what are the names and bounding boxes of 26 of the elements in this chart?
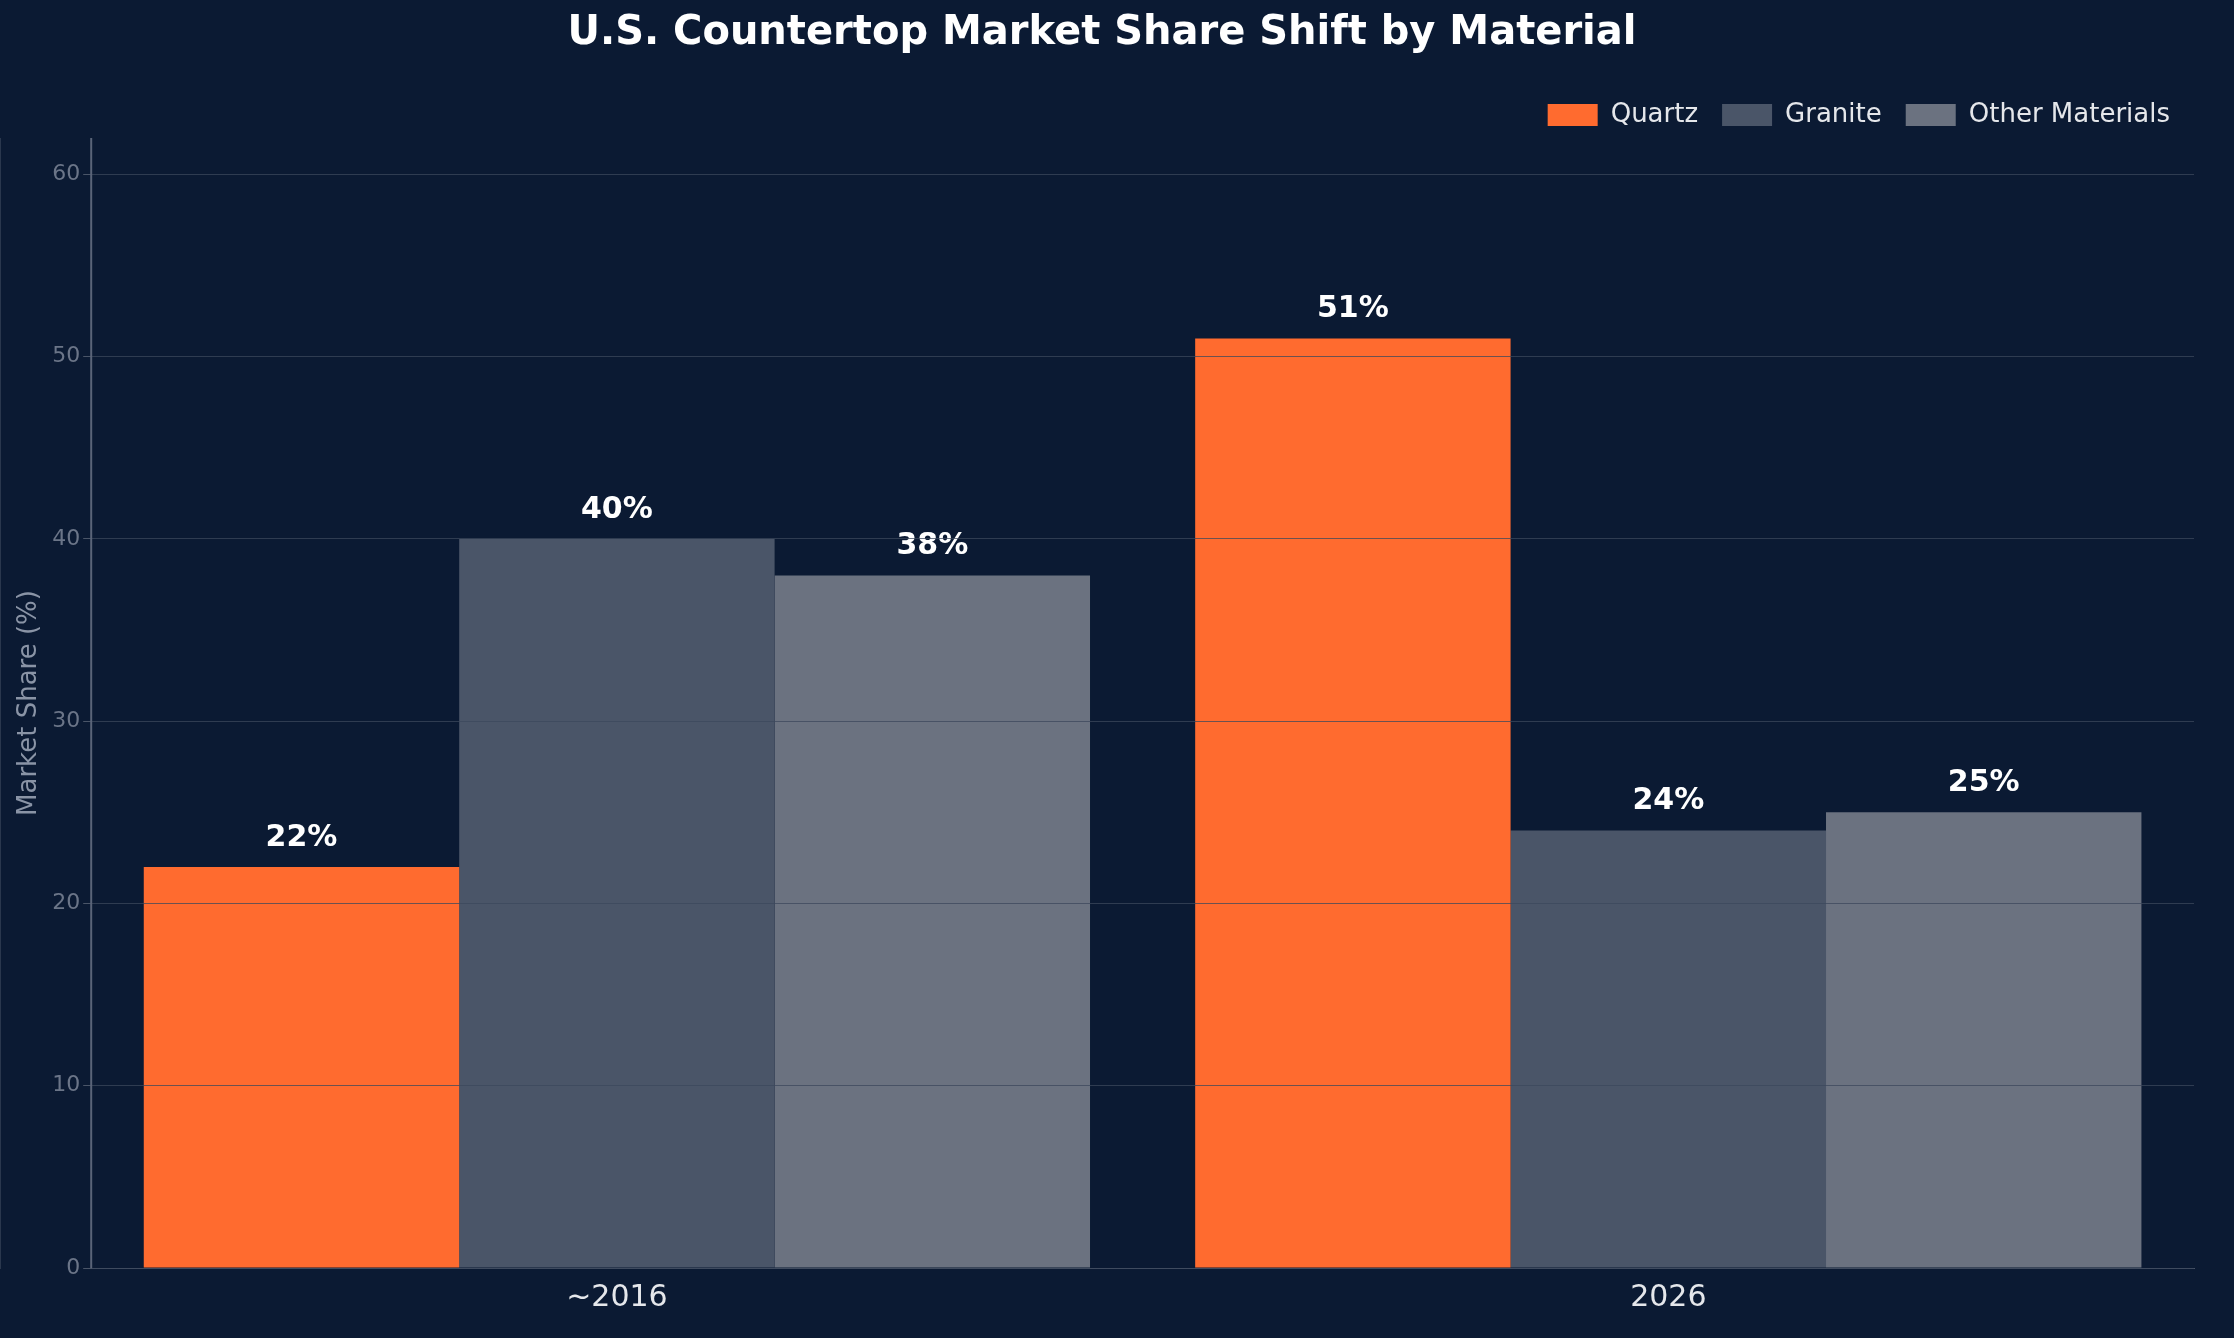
data-label: 22% <box>265 817 338 853</box>
y-axis-title: Market Share (%) <box>12 590 43 816</box>
bar <box>1510 830 1827 1268</box>
data-label: 40% <box>580 489 653 525</box>
y-tick-label: 30 <box>52 706 81 732</box>
legend-label: Other Materials <box>1968 97 2171 128</box>
y-tick-label: 0 <box>66 1253 81 1279</box>
y-tick-label: 60 <box>52 160 81 186</box>
bar <box>1195 338 1511 1268</box>
y-tick-label: 10 <box>52 1071 81 1097</box>
bar <box>459 538 775 1268</box>
y-tick-label: 20 <box>52 889 81 915</box>
bar <box>774 575 1091 1268</box>
data-label: 25% <box>1947 763 2020 799</box>
x-tick-label: ~2016 <box>566 1277 668 1313</box>
legend-label: Quartz <box>1610 97 1699 128</box>
legend-label: Granite <box>1785 97 1882 128</box>
y-tick-label: 40 <box>52 524 81 550</box>
data-label: 24% <box>1632 781 1705 817</box>
bar <box>143 867 460 1268</box>
data-label: 51% <box>1316 289 1389 325</box>
y-tick-label: 50 <box>52 342 81 368</box>
chart-title: U.S. Countertop Market Share Shift by Material <box>567 7 1637 54</box>
x-tick-label: 2026 <box>1630 1277 1707 1313</box>
bar <box>1826 812 2142 1268</box>
data-label: 38% <box>896 526 969 562</box>
